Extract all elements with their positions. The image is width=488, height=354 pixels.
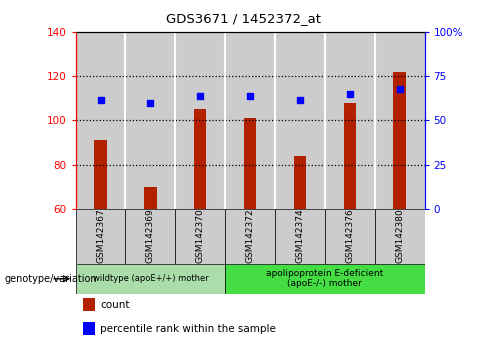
Bar xyxy=(76,264,225,294)
Bar xyxy=(76,209,125,264)
Bar xyxy=(275,209,325,264)
Text: GSM142372: GSM142372 xyxy=(245,208,255,263)
Bar xyxy=(344,103,356,209)
Bar xyxy=(125,209,175,264)
Point xyxy=(196,93,204,99)
Point xyxy=(246,93,254,99)
Text: count: count xyxy=(100,300,130,310)
Bar xyxy=(294,156,306,209)
Text: apolipoprotein E-deficient
(apoE-/-) mother: apolipoprotein E-deficient (apoE-/-) mot… xyxy=(266,269,384,289)
Bar xyxy=(82,298,95,311)
Point xyxy=(346,91,354,97)
Bar xyxy=(225,32,275,209)
Text: percentile rank within the sample: percentile rank within the sample xyxy=(100,324,276,334)
Bar xyxy=(244,118,256,209)
Bar xyxy=(144,187,157,209)
Bar xyxy=(325,32,375,209)
Text: GSM142367: GSM142367 xyxy=(96,208,105,263)
Text: GSM142380: GSM142380 xyxy=(395,208,404,263)
Bar xyxy=(175,32,225,209)
Text: GSM142374: GSM142374 xyxy=(295,208,305,263)
Bar xyxy=(194,109,206,209)
Bar xyxy=(76,32,125,209)
Text: GSM142369: GSM142369 xyxy=(146,208,155,263)
Bar xyxy=(275,32,325,209)
Text: GSM142376: GSM142376 xyxy=(346,208,354,263)
Point xyxy=(146,100,154,105)
Text: wildtype (apoE+/+) mother: wildtype (apoE+/+) mother xyxy=(93,274,208,283)
Bar xyxy=(82,322,95,335)
Bar xyxy=(325,209,375,264)
Text: GDS3671 / 1452372_at: GDS3671 / 1452372_at xyxy=(166,12,322,25)
Bar xyxy=(393,72,406,209)
Point xyxy=(296,98,304,103)
Point xyxy=(97,98,104,103)
Bar xyxy=(225,209,275,264)
Bar xyxy=(375,32,425,209)
Bar xyxy=(225,264,425,294)
Bar xyxy=(125,32,175,209)
Text: genotype/variation: genotype/variation xyxy=(5,274,98,284)
Bar xyxy=(375,209,425,264)
Text: GSM142370: GSM142370 xyxy=(196,208,205,263)
Bar xyxy=(94,140,107,209)
Point xyxy=(396,86,404,92)
Bar xyxy=(175,209,225,264)
